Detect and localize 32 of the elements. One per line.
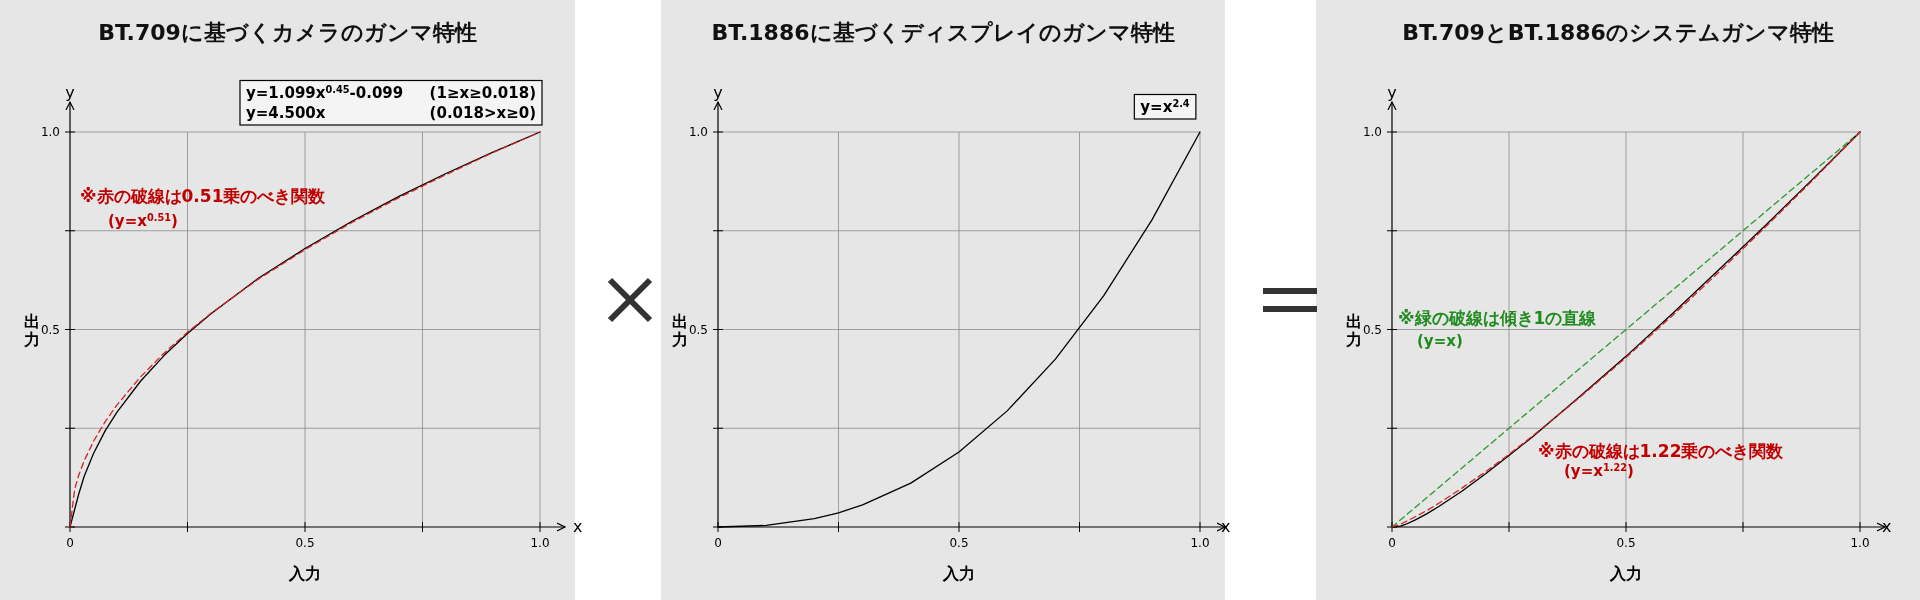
text: y [713, 83, 723, 102]
x-tick-label: 1.0 [530, 536, 550, 550]
x-tick-label: 0.5 [1616, 536, 1636, 550]
annotation: (y=x$^{0.51}$) [108, 211, 178, 230]
annotation: ※緑の破線は傾き1の直線 [1398, 308, 1598, 328]
annotation: ※赤の破線は0.51乗のべき関数 [80, 186, 327, 206]
x-tick-label: 1.0 [1190, 536, 1210, 550]
x-tick-label: 0.5 [949, 536, 969, 550]
x-axis-title: 入力 [942, 564, 975, 583]
x-tick-label: 1.0 [1850, 536, 1870, 550]
x-tick-label: 0 [66, 536, 74, 550]
chart-title: BT.1886に基づくディスプレイのガンマ特性 [711, 20, 1175, 45]
chart-title: BT.709とBT.1886のシステムガンマ特性 [1402, 20, 1834, 45]
annotation: (y=x) [1417, 332, 1463, 350]
annotation: ※赤の破線は1.22乗のべき関数 [1538, 441, 1785, 461]
y-axis-title: 出力 [23, 311, 40, 349]
chart-title: BT.709に基づくカメラのガンマ特性 [98, 20, 477, 45]
text: y [1387, 83, 1397, 102]
formula-box: y=1.099x$^{0.45}$-0.099 (1≥x≥0.018) y=4.500x (0.018>x≥0) [239, 79, 543, 126]
x-tick-label: 0 [714, 536, 722, 550]
y-axis-title: 出力 [1345, 311, 1362, 349]
text: y [65, 83, 75, 102]
text: x [573, 517, 583, 536]
y-axis-title: 出力 [671, 311, 688, 349]
x-tick-label: 0 [1388, 536, 1396, 550]
annotation: (y=x$^{1.22}$) [1564, 461, 1634, 480]
text: x [1221, 517, 1231, 536]
x-tick-label: 0.5 [295, 536, 315, 550]
x-axis-title: 入力 [288, 564, 321, 583]
text: x [1882, 517, 1892, 536]
x-axis-title: 入力 [1609, 564, 1642, 583]
formula-box: y=x$^{2.4}$ [1133, 93, 1197, 120]
